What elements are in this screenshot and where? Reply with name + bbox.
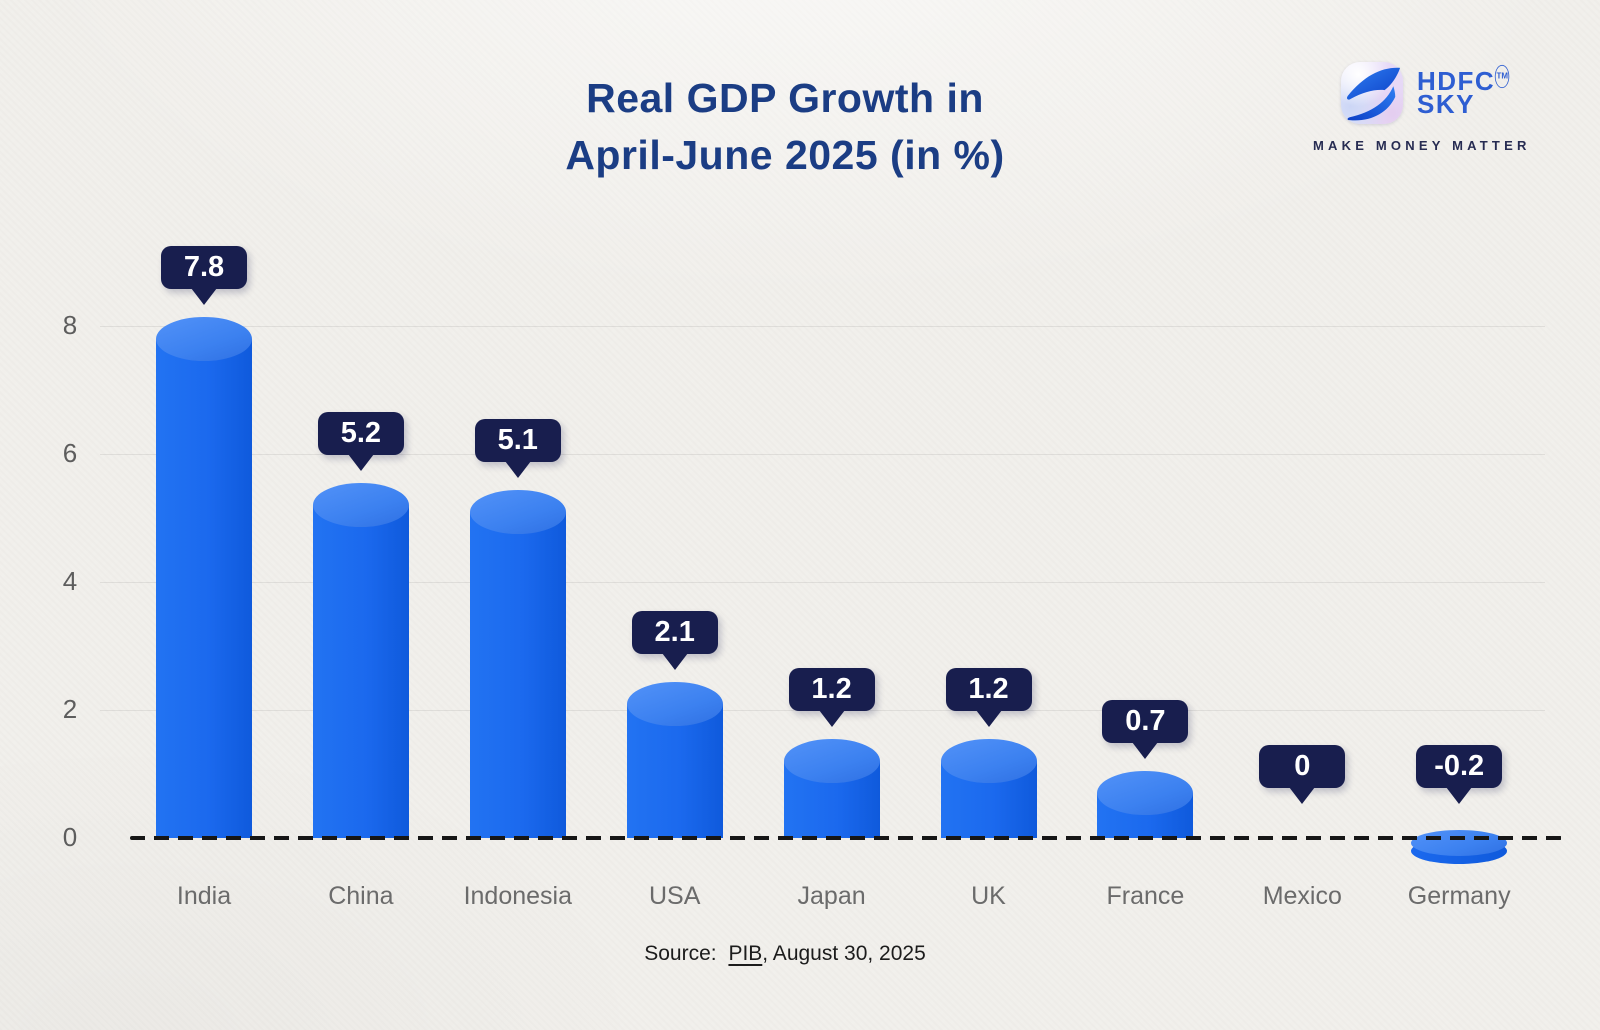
bar-cylinder-indonesia bbox=[469, 511, 566, 838]
bar-cylinder-usa bbox=[626, 703, 723, 838]
gridline-y8 bbox=[100, 325, 1545, 327]
value-callout-text-mexico: 0 bbox=[1259, 745, 1346, 788]
value-callout-text-india: 7.8 bbox=[161, 245, 247, 289]
value-callout-text-japan: 1.2 bbox=[788, 668, 875, 712]
chart-title-line1: Real GDP Growth in bbox=[586, 75, 984, 121]
value-callout-china: 5.2 bbox=[317, 412, 404, 472]
value-callout-mexico: 0 bbox=[1259, 745, 1346, 804]
logo-tagline: MAKE MONEY MATTER bbox=[1313, 138, 1531, 153]
value-callout-germany: -0.2 bbox=[1416, 745, 1503, 804]
bar-cylinder-china bbox=[312, 505, 409, 838]
x-axis-label-china: China bbox=[328, 882, 394, 910]
logo-wordmark-line2: SKY bbox=[1417, 89, 1475, 119]
bar-disk-top-germany bbox=[1411, 830, 1508, 856]
y-axis-tick-label: 2 bbox=[62, 694, 78, 724]
x-axis-label-france: France bbox=[1106, 882, 1185, 910]
callout-pointer-japan bbox=[818, 710, 845, 728]
callout-pointer-mexico bbox=[1289, 787, 1316, 804]
trademark-mark: TM bbox=[1494, 64, 1510, 89]
logo-wordmark: HDFC SKY TM bbox=[1417, 64, 1510, 119]
value-callout-text-france: 0.7 bbox=[1102, 700, 1189, 744]
value-callout-text-germany: -0.2 bbox=[1416, 745, 1503, 788]
value-callout-text-indonesia: 5.1 bbox=[474, 418, 561, 462]
x-axis-label-germany: Germany bbox=[1407, 882, 1511, 910]
y-axis-tick-label: 4 bbox=[62, 566, 78, 596]
bar-cylinder-india bbox=[156, 338, 252, 838]
source-prefix: Source: bbox=[644, 942, 717, 965]
x-axis-label-india: India bbox=[176, 882, 232, 910]
bar-top-ellipse-france bbox=[1097, 771, 1194, 816]
y-axis-tick-label: 0 bbox=[62, 822, 78, 852]
value-callout-usa: 2.1 bbox=[631, 610, 718, 670]
callout-pointer-india bbox=[191, 287, 217, 305]
bar-top-ellipse-japan bbox=[783, 739, 880, 784]
x-axis-label-mexico: Mexico bbox=[1262, 882, 1342, 910]
callout-pointer-indonesia bbox=[504, 460, 531, 478]
bar-top-ellipse-indonesia bbox=[469, 489, 566, 534]
y-axis-tick-label: 6 bbox=[62, 438, 78, 468]
callout-pointer-germany bbox=[1446, 787, 1473, 804]
x-axis-label-usa: USA bbox=[648, 882, 701, 910]
value-callout-uk: 1.2 bbox=[945, 668, 1032, 728]
gridline-y6 bbox=[100, 453, 1545, 455]
y-axis-tick-label: 8 bbox=[62, 310, 78, 340]
callout-pointer-uk bbox=[975, 710, 1002, 728]
bar-top-ellipse-china bbox=[312, 483, 409, 528]
chart-title: Real GDP Growth in April-June 2025 (in %… bbox=[0, 70, 1570, 184]
callout-pointer-france bbox=[1132, 742, 1159, 760]
x-axis-label-uk: UK bbox=[971, 882, 1006, 910]
bar-top-ellipse-usa bbox=[626, 681, 723, 726]
gridline-y4 bbox=[100, 581, 1545, 583]
source-line: Source: PIB, August 30, 2025 bbox=[0, 942, 1570, 966]
logo-wordmark-line1: HDFC bbox=[1417, 66, 1496, 96]
x-axis-label-indonesia: Indonesia bbox=[463, 882, 573, 910]
source-link-pib[interactable]: PIB bbox=[728, 942, 763, 965]
value-callout-text-usa: 2.1 bbox=[631, 610, 718, 654]
value-callout-text-uk: 1.2 bbox=[945, 668, 1032, 712]
chart-title-line2: April-June 2025 (in %) bbox=[565, 132, 1005, 178]
value-callout-india: 7.8 bbox=[161, 245, 247, 305]
bar-top-ellipse-india bbox=[156, 316, 252, 361]
source-suffix: , August 30, 2025 bbox=[762, 942, 926, 965]
value-callout-indonesia: 5.1 bbox=[474, 418, 561, 478]
hdfc-sky-swoosh-icon bbox=[1341, 62, 1403, 124]
zero-baseline bbox=[130, 836, 1562, 840]
value-callout-france: 0.7 bbox=[1102, 700, 1189, 760]
callout-pointer-china bbox=[347, 454, 374, 472]
callout-pointer-usa bbox=[661, 652, 688, 670]
value-callout-text-china: 5.2 bbox=[317, 412, 404, 456]
x-axis-label-japan: Japan bbox=[797, 882, 866, 910]
value-callout-japan: 1.2 bbox=[788, 668, 875, 728]
bar-top-ellipse-uk bbox=[940, 739, 1037, 784]
logo-row: HDFC SKY TM bbox=[1313, 62, 1513, 124]
hdfc-sky-logo: HDFC SKY TM MAKE MONEY MATTER bbox=[1313, 62, 1531, 153]
